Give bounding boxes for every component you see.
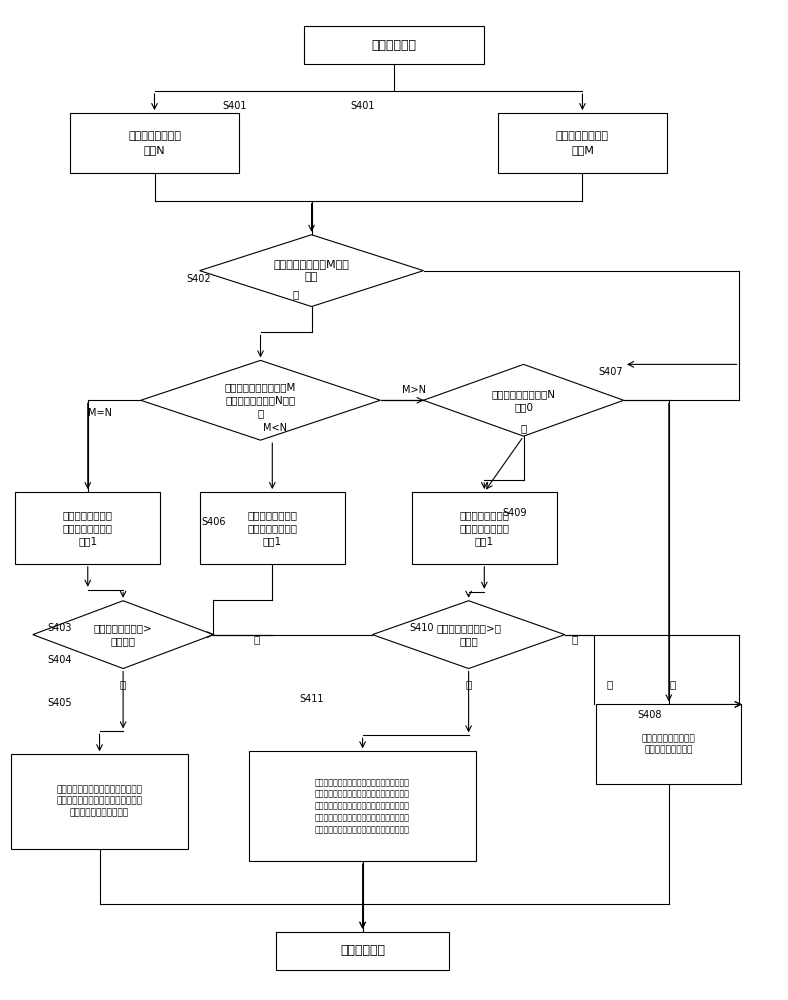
- Bar: [411, 492, 557, 564]
- Bar: [11, 754, 188, 849]
- Text: 所有车辆匹配次数>
预设阈值: 所有车辆匹配次数> 预设阈值: [94, 623, 152, 646]
- Text: 未匹配的车位个数M是否
为零: 未匹配的车位个数M是否 为零: [273, 259, 350, 282]
- Text: 确定未匹配的车位
个数M: 确定未匹配的车位 个数M: [556, 131, 609, 155]
- Text: 将未匹配的车位信息的
手动置位标志位置位: 将未匹配的车位信息的 手动置位标志位置位: [642, 734, 696, 755]
- Text: S406: S406: [202, 517, 226, 527]
- Polygon shape: [199, 235, 423, 307]
- Text: 将检测区域内所有
车辆信息的匹配次
数加1: 将检测区域内所有 车辆信息的匹配次 数加1: [247, 510, 297, 546]
- Text: 将检测区域内所有
车辆信息的匹配次
数加1: 将检测区域内所有 车辆信息的匹配次 数加1: [459, 510, 509, 546]
- Text: 按照车位信息和车辆信息进行车辆与车位的匹
配；对于匹配成功的车位和车辆，进行相应的
车位匹配标志位和车辆匹配标志位的置位；对
于已入位的未安装车载单元的车辆，进: 按照车位信息和车辆信息进行车辆与车位的匹 配；对于匹配成功的车位和车辆，进行相应…: [315, 778, 410, 834]
- Bar: [277, 932, 449, 970]
- Text: S411: S411: [299, 694, 325, 704]
- Text: S401: S401: [223, 101, 247, 111]
- Text: S408: S408: [637, 710, 662, 720]
- Text: 是: 是: [607, 679, 613, 689]
- Bar: [498, 113, 667, 173]
- Text: S401: S401: [351, 101, 375, 111]
- Bar: [70, 113, 239, 173]
- Text: S402: S402: [186, 274, 210, 284]
- Bar: [199, 492, 345, 564]
- Text: 确定未匹配的车辆
个数N: 确定未匹配的车辆 个数N: [128, 131, 181, 155]
- Text: M>N: M>N: [402, 385, 426, 395]
- Polygon shape: [33, 601, 214, 669]
- Bar: [597, 704, 742, 784]
- Text: 是: 是: [120, 679, 126, 689]
- Polygon shape: [373, 601, 565, 669]
- Text: 否: 否: [254, 635, 260, 645]
- Text: S405: S405: [48, 698, 72, 708]
- Polygon shape: [141, 360, 381, 440]
- Text: 未匹配车辆信息个数N
等于0: 未匹配车辆信息个数N 等于0: [492, 389, 556, 412]
- Polygon shape: [423, 364, 623, 436]
- Text: S410: S410: [410, 623, 434, 633]
- Bar: [303, 26, 485, 64]
- Text: S404: S404: [48, 655, 72, 665]
- Text: M<N: M<N: [262, 423, 287, 433]
- Text: 否: 否: [571, 635, 578, 645]
- Text: 将检测区域内所有
车辆信息的匹配次
数加1: 将检测区域内所有 车辆信息的匹配次 数加1: [63, 510, 113, 546]
- Bar: [15, 492, 161, 564]
- Text: 是: 是: [670, 679, 676, 689]
- Bar: [249, 751, 477, 861]
- Text: S403: S403: [48, 623, 72, 633]
- Text: 结束本次匹配: 结束本次匹配: [340, 944, 385, 957]
- Text: 比较未匹配的车位个数M
与未匹配车辆个数N的大
小: 比较未匹配的车位个数M 与未匹配车辆个数N的大 小: [225, 382, 296, 418]
- Text: S407: S407: [598, 367, 623, 377]
- Text: 否: 否: [292, 290, 299, 300]
- Text: M=N: M=N: [87, 408, 112, 418]
- Text: S409: S409: [503, 508, 527, 518]
- Text: 按照车位信息和车辆信息进行车辆与
车位的匹配；并对车位匹配标志位和
车辆匹配标志位进行置位: 按照车位信息和车辆信息进行车辆与 车位的匹配；并对车位匹配标志位和 车辆匹配标志…: [57, 785, 143, 817]
- Text: 是: 是: [466, 679, 472, 689]
- Text: 否: 否: [520, 423, 526, 433]
- Text: 开始本次匹配: 开始本次匹配: [371, 39, 417, 52]
- Text: 所有车辆匹配次数>预
设阈值: 所有车辆匹配次数>预 设阈值: [436, 623, 501, 646]
